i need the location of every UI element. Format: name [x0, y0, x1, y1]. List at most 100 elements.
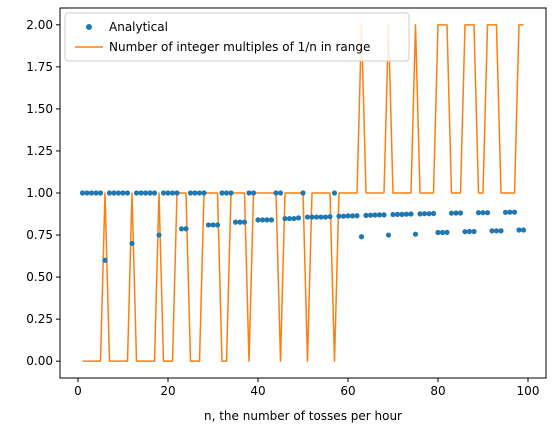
data-point-analytical: [430, 210, 437, 217]
data-point-analytical: [327, 213, 333, 220]
y-tick-label: 1.50: [26, 102, 53, 116]
data-point-analytical: [444, 229, 450, 235]
data-point-analytical: [453, 210, 459, 216]
data-point-analytical: [120, 190, 126, 196]
data-point-analytical: [313, 214, 320, 220]
y-tick-label: 0.75: [26, 228, 53, 242]
data-point-analytical: [520, 227, 527, 233]
x-axis-label: n, the number of tosses per hour: [204, 409, 402, 423]
data-point-analytical: [498, 228, 504, 234]
data-point-analytical: [286, 215, 293, 222]
y-tick-label: 0.50: [26, 270, 53, 284]
data-point-analytical: [102, 257, 108, 263]
data-point-analytical: [340, 213, 347, 219]
data-point-analytical: [187, 190, 194, 196]
data-point-analytical: [273, 190, 279, 196]
data-point-analytical: [300, 190, 306, 196]
data-point-analytical: [84, 190, 90, 196]
data-point-analytical: [435, 229, 441, 236]
data-point-analytical: [381, 212, 387, 218]
data-point-analytical: [291, 215, 297, 222]
data-point-analytical: [426, 211, 432, 217]
data-point-analytical: [309, 214, 315, 220]
data-point-analytical: [480, 210, 486, 216]
data-point-analytical: [462, 229, 468, 235]
data-point-analytical: [390, 211, 396, 218]
data-point-analytical: [201, 190, 207, 196]
data-point-analytical: [115, 190, 122, 196]
plot-marks: [79, 24, 527, 362]
x-tick-label: 60: [340, 384, 355, 398]
data-point-analytical: [232, 219, 239, 225]
data-point-analytical: [484, 210, 491, 216]
data-point-analytical: [394, 211, 401, 217]
data-point-analytical: [318, 214, 324, 220]
data-point-analytical: [246, 190, 252, 196]
data-point-analytical: [183, 226, 189, 232]
data-point-analytical: [502, 209, 509, 215]
x-tick-label: 20: [160, 384, 175, 398]
data-point-analytical: [331, 190, 338, 196]
y-axis: 0.00 0.25 0.50 0.75 1.00 1.25 1.50 1.75 2.00: [26, 18, 60, 368]
data-point-analytical: [178, 226, 185, 232]
data-point-analytical: [493, 228, 500, 234]
x-tick-label: 100: [517, 384, 540, 398]
data-point-analytical: [237, 219, 243, 225]
data-point-analytical: [129, 240, 135, 247]
data-point-analytical: [421, 211, 428, 217]
data-point-analytical: [169, 190, 176, 196]
data-point-analytical: [219, 190, 225, 196]
data-point-analytical: [133, 190, 140, 196]
data-point-analytical: [228, 190, 234, 196]
legend-marker-analytical: [86, 24, 92, 30]
legend: Analytical Number of integer multiples o…: [64, 12, 410, 62]
data-point-analytical: [151, 190, 158, 196]
data-point-analytical: [241, 219, 248, 225]
data-point-analytical: [403, 211, 410, 217]
data-point-analytical: [106, 190, 113, 196]
data-point-analytical: [516, 227, 522, 233]
data-point-analytical: [417, 211, 423, 217]
data-point-analytical: [192, 190, 198, 196]
data-point-analytical: [367, 212, 374, 218]
data-point-analytical: [138, 190, 144, 196]
data-point-analytical: [264, 217, 270, 223]
data-point-analytical: [223, 190, 230, 196]
data-point-analytical: [165, 190, 171, 196]
data-point-analytical: [295, 215, 302, 221]
data-point-analytical: [277, 190, 284, 196]
data-point-analytical: [147, 190, 153, 196]
data-point-analytical: [322, 214, 329, 220]
x-tick-label: 0: [74, 384, 82, 398]
data-point-analytical: [97, 190, 104, 196]
data-point-analytical: [93, 190, 99, 196]
data-point-analytical: [471, 228, 477, 235]
legend-label-analytical: Analytical: [109, 20, 168, 34]
data-point-analytical: [250, 190, 257, 196]
data-point-analytical: [372, 212, 378, 218]
data-point-analytical: [196, 190, 203, 196]
data-point-analytical: [439, 229, 446, 236]
data-point-analytical: [174, 190, 180, 196]
data-point-analytical: [205, 222, 212, 228]
data-point-analytical: [304, 214, 311, 220]
data-point-analytical: [259, 217, 266, 223]
x-tick-label: 40: [250, 384, 265, 398]
data-point-analytical: [507, 209, 513, 215]
data-point-analytical: [255, 217, 261, 223]
data-point-analytical: [142, 190, 149, 196]
y-tick-label: 2.00: [26, 18, 53, 32]
data-point-analytical: [412, 231, 419, 237]
data-point-analytical: [111, 190, 117, 196]
data-point-analytical: [345, 213, 351, 219]
y-tick-label: 1.75: [26, 60, 53, 74]
data-point-analytical: [336, 213, 342, 219]
data-point-analytical: [354, 213, 360, 219]
data-point-analytical: [489, 228, 495, 234]
data-point-analytical: [79, 190, 86, 196]
y-tick-label: 1.00: [26, 186, 53, 200]
data-point-analytical: [349, 213, 356, 219]
data-point-analytical: [466, 228, 473, 235]
data-point-analytical: [210, 222, 216, 228]
